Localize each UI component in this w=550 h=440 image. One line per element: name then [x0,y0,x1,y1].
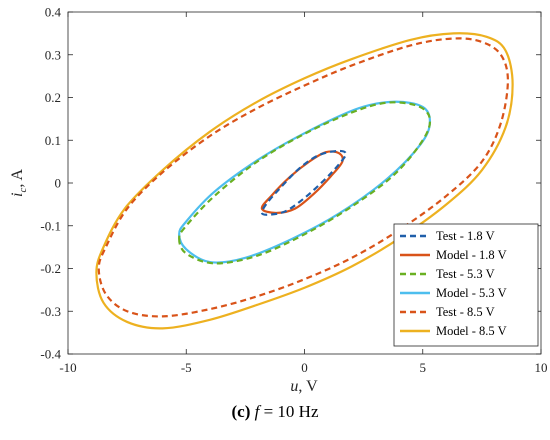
x-tick-label: -5 [181,360,192,375]
x-axis-label: u, V [290,378,318,395]
legend-box [393,223,539,347]
series-line-6 [95,32,514,330]
y-tick-label: 0 [55,176,62,191]
x-tick-label: 10 [535,360,548,375]
figure-caption: (c) f = 10 Hz [0,402,550,422]
y-tick-label: 0.4 [45,5,62,20]
y-tick-label: 0.2 [45,90,61,105]
caption-label: (c) [231,402,251,421]
x-tick-label: -10 [59,360,76,375]
chart: -10 -5 0 5 10 0.40.30.20.10-0.1-0.2-0.3-0.4 … [9,5,548,396]
series-line-5 [97,37,509,318]
y-tick-label: 0.3 [45,47,61,62]
series-layer [95,32,514,330]
series-line-1 [260,149,347,216]
legend-entry: Model - 8.5 V [436,324,507,338]
y-tick-label: -0.2 [40,261,61,276]
y-tick-label: -0.4 [40,347,61,362]
legend-entry: Model - 1.8 V [436,248,507,262]
legend: Test - 1.8 V Model - 1.8 V Test - 5.3 V Mod… [393,223,539,347]
caption-value: = 10 Hz [259,402,319,421]
legend-entry: Model - 5.3 V [436,286,507,300]
y-tick-label: -0.1 [40,218,61,233]
legend-entry: Test - 5.3 V [436,267,495,281]
x-tick-label: 5 [420,360,427,375]
legend-entry: Test - 8.5 V [436,305,495,319]
legend-entry: Test - 1.8 V [436,229,495,243]
x-ticks: -10 -5 0 5 10 [59,12,548,375]
y-tick-label: -0.3 [40,304,61,319]
y-axis-label: ic, A [9,169,29,197]
y-tick-label: 0.1 [45,133,61,148]
caption-variable: f [254,402,260,421]
y-ticks: 0.4 0.3 0.2 0.1 0 -0.1 -0.2 -0.3 -0.4 [40,5,541,362]
x-tick-label: 0 [301,360,308,375]
